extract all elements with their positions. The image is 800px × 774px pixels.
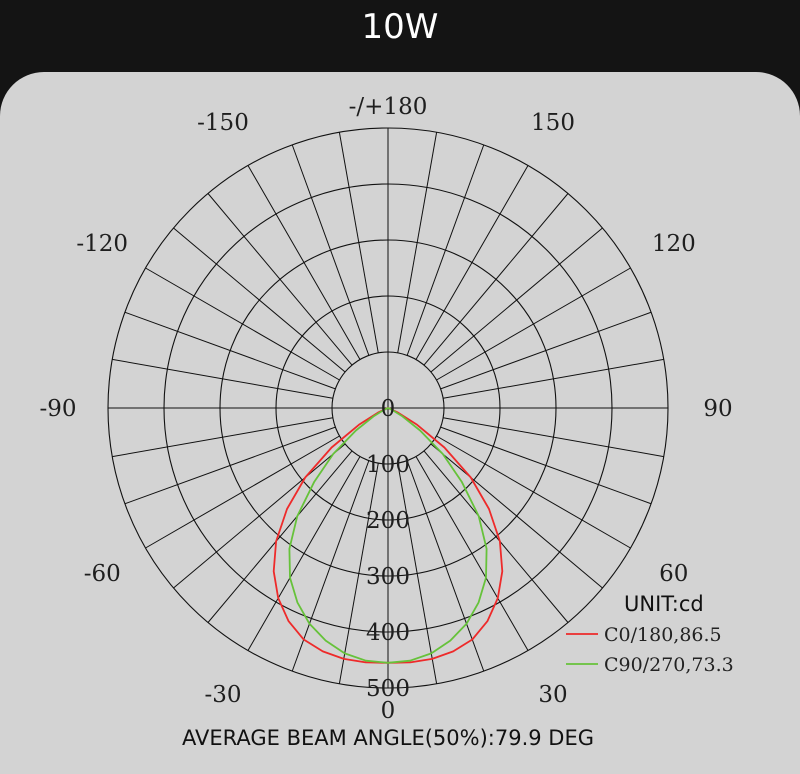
grid-spoke (112, 417, 333, 458)
grid-spoke (173, 227, 346, 373)
grid-spoke (440, 311, 652, 390)
chart-panel (0, 72, 800, 774)
angle-labels: -/+180 150 -150 120 -120 90 -90 60 -60 30 -30 0 (39, 94, 732, 724)
grid-spoke (145, 267, 340, 381)
angle-label: 0 (381, 698, 396, 724)
grid-spoke (124, 426, 336, 505)
grid-spoke (440, 426, 652, 505)
grid-spoke (291, 460, 370, 672)
radial-tick-label: 200 (366, 508, 410, 534)
grid-spoke (397, 132, 438, 353)
grid-spoke (443, 358, 664, 399)
polar-grid (107, 127, 669, 689)
angle-label: 150 (531, 110, 575, 136)
radial-tick-label: 400 (366, 620, 410, 646)
grid-spoke (415, 456, 529, 651)
grid-spoke (406, 460, 485, 672)
radial-tick-label: 500 (366, 676, 410, 702)
legend-label: C90/270,73.3 (604, 654, 734, 676)
grid-spoke (338, 132, 379, 353)
angle-label: -90 (39, 396, 76, 422)
radial-tick-label: 100 (366, 452, 410, 478)
series-curve-1 (288, 407, 488, 664)
unit-label: UNIT:cd (624, 592, 704, 616)
grid-spoke (423, 450, 569, 623)
grid-spoke (173, 443, 346, 589)
angle-label: -30 (204, 682, 241, 708)
grid-spoke (423, 193, 569, 366)
radial-tick-labels: 0 100 200 300 400 500 (366, 396, 410, 702)
grid-spoke (207, 193, 353, 366)
beam-angle-text: AVERAGE BEAM ANGLE(50%):79.9 DEG (182, 726, 594, 750)
grid-spoke (443, 417, 664, 458)
grid-spoke (397, 463, 438, 684)
grid-spoke (247, 165, 361, 360)
angle-label: 90 (703, 396, 732, 422)
grid-spoke (415, 165, 529, 360)
grid-spoke (436, 267, 631, 381)
grid-spoke (406, 144, 485, 356)
angle-label: -/+180 (349, 94, 428, 120)
radial-tick-label: 300 (366, 564, 410, 590)
grid-spoke (112, 358, 333, 399)
angle-label: -150 (197, 110, 249, 136)
legend: C0/180,86.5 C90/270,73.3 (566, 624, 734, 676)
angle-label: 60 (659, 561, 688, 587)
grid-spoke (207, 450, 353, 623)
grid-spoke (124, 311, 336, 390)
angle-label: 30 (538, 682, 567, 708)
grid-spoke (247, 456, 361, 651)
legend-label: C0/180,86.5 (604, 624, 722, 646)
grid-spoke (338, 463, 379, 684)
candela-curves (272, 407, 504, 664)
angle-label: 120 (652, 231, 696, 257)
grid-spoke (145, 435, 340, 549)
grid-spoke (291, 144, 370, 356)
angle-label: -60 (84, 561, 121, 587)
radial-tick-label: 0 (381, 396, 396, 422)
grid-spoke (430, 227, 603, 373)
grid-spoke (436, 435, 631, 549)
grid-spoke (430, 443, 603, 589)
angle-label: -120 (76, 231, 128, 257)
chart-title: 10W (361, 7, 439, 47)
